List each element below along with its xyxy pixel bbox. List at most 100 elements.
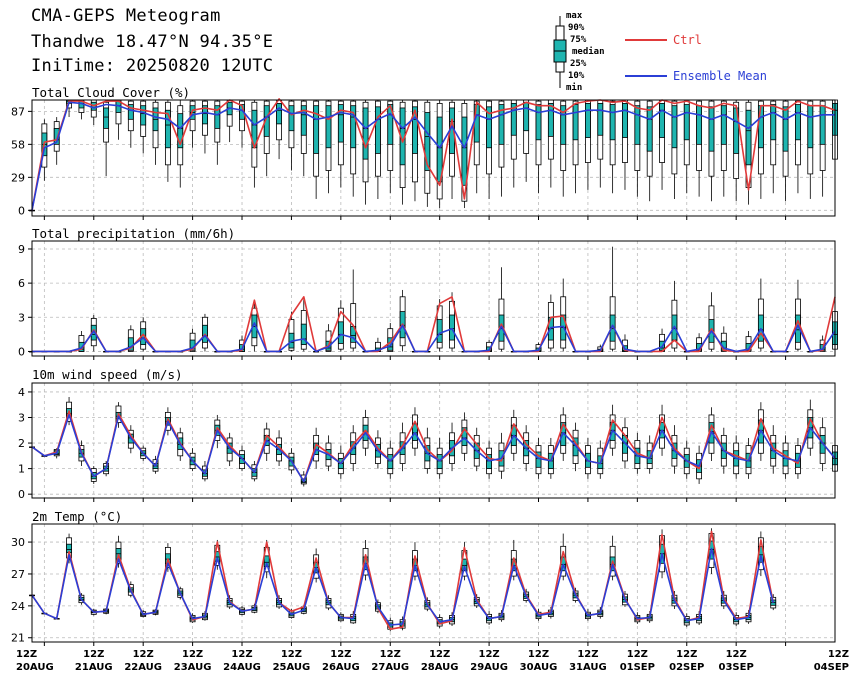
- inner-box: [634, 105, 641, 145]
- x-tick-label: 12Z 31AUG: [569, 649, 607, 673]
- legend-box-glyph: [553, 16, 567, 88]
- panel-frame: [31, 382, 836, 499]
- inner-box: [696, 105, 703, 145]
- inner-box: [263, 555, 270, 567]
- box-16: [226, 99, 233, 143]
- box-38: [498, 267, 505, 352]
- legend-key-10: 10%: [568, 71, 585, 81]
- inner-box: [659, 103, 665, 138]
- box-60: [770, 100, 777, 194]
- chart-title: CMA-GEPS Meteogram: [31, 6, 221, 26]
- y-tick-label: 3: [18, 412, 25, 425]
- x-tick-label-date: 03SEP: [719, 662, 754, 673]
- box-40: [523, 99, 530, 182]
- box-52: [671, 100, 678, 199]
- box-30: [399, 289, 406, 352]
- y-tick-label: 29: [11, 171, 25, 184]
- inner-box: [140, 105, 147, 126]
- inner-box: [375, 106, 381, 154]
- box-37: [486, 100, 492, 199]
- legend-key-75: 75%: [570, 35, 587, 45]
- x-tick-label-hour: 12Z: [281, 649, 302, 660]
- y-tick-label: 27: [11, 568, 25, 581]
- box-21: [288, 311, 295, 352]
- x-tick-label-hour: 12Z: [577, 649, 598, 660]
- box-10: [152, 100, 159, 165]
- box-19: [263, 100, 270, 177]
- y-tick-label: 6: [18, 277, 25, 290]
- x-tick-label: 12Z 28AUG: [421, 649, 459, 673]
- x-tick-label: 12Z 26AUG: [322, 649, 360, 673]
- box-9: [140, 100, 147, 154]
- inner-box: [757, 105, 764, 149]
- box-34: [449, 100, 455, 199]
- inner-box: [202, 105, 208, 125]
- box-42: [547, 99, 554, 188]
- box-30: [399, 100, 406, 205]
- inner-box: [572, 104, 579, 141]
- inner-box: [288, 105, 295, 132]
- y-tick-label: 2: [18, 437, 25, 450]
- box-25: [337, 300, 344, 352]
- x-tick-label-hour: 12Z: [726, 649, 747, 660]
- box-51: [659, 99, 665, 190]
- box-26: [350, 100, 357, 197]
- box-46: [597, 99, 604, 188]
- box-55: [708, 292, 715, 352]
- inner-box: [523, 101, 530, 132]
- ctrl-line: [31, 98, 836, 211]
- x-tick-label: 12Z 02SEP: [669, 649, 704, 673]
- mean-line: [31, 547, 774, 626]
- box-43: [560, 278, 567, 352]
- x-tick-label: 12Z 23AUG: [174, 649, 212, 673]
- y-tick-label: 3: [18, 311, 25, 324]
- legend-key-median: median: [572, 47, 605, 57]
- y-tick-label: 58: [11, 138, 25, 151]
- box-33: [436, 100, 443, 209]
- inner-box: [535, 104, 542, 141]
- y-tick-label: 0: [18, 488, 25, 501]
- inner-box: [412, 106, 418, 154]
- mean-line: [32, 322, 836, 353]
- inner-box: [436, 319, 443, 343]
- panel-frame: [31, 523, 836, 643]
- panel-precip: Total precipitation (mm/6h) 0 3 6 9: [18, 226, 838, 360]
- inner-box: [609, 104, 616, 141]
- x-tick-label: 12Z 20AUG: [16, 649, 54, 673]
- box-25: [337, 100, 344, 188]
- mean-line: [31, 414, 836, 483]
- x-tick-label: 12Z 30AUG: [520, 649, 558, 673]
- x-tick-label-hour: 12Z: [627, 649, 648, 660]
- box-62: [795, 100, 801, 194]
- x-tick-label-date: 02SEP: [669, 662, 704, 673]
- inner-box: [387, 104, 394, 145]
- inner-box: [547, 103, 554, 137]
- box-47: [609, 100, 616, 194]
- box-21: [288, 100, 295, 171]
- x-tick-label-date: 24AUG: [223, 662, 261, 673]
- box-62: [795, 279, 801, 352]
- x-tick-label-date: 31AUG: [569, 662, 607, 673]
- panel-title: Total precipitation (mm/6h): [32, 226, 235, 241]
- box-50: [646, 100, 653, 202]
- x-tick-label-date: 22AUG: [124, 662, 162, 673]
- box-11: [164, 100, 171, 182]
- x-tick-label: 12Z 22AUG: [124, 649, 162, 673]
- y-tick-label: 87: [11, 105, 25, 118]
- box-18: [251, 100, 258, 188]
- x-tick-label-hour: 12Z: [231, 649, 252, 660]
- x-tick-label-hour: 12Z: [429, 649, 450, 660]
- box-54: [696, 100, 703, 197]
- inner-box: [337, 104, 344, 143]
- x-tick-label: 12Z 29AUG: [470, 649, 508, 673]
- inner-box: [313, 105, 320, 154]
- inner-box: [770, 104, 777, 141]
- inner-box: [646, 106, 653, 152]
- y-tick-label: 21: [11, 632, 25, 645]
- x-tick-label: 12Z 03SEP: [719, 649, 754, 673]
- inner-box: [720, 105, 727, 145]
- init-time-label: IniTime: 20250820 12UTC: [31, 56, 274, 76]
- panel-title: 2m Temp (°C): [32, 509, 122, 524]
- inner-box: [622, 103, 628, 138]
- inner-box: [337, 321, 344, 344]
